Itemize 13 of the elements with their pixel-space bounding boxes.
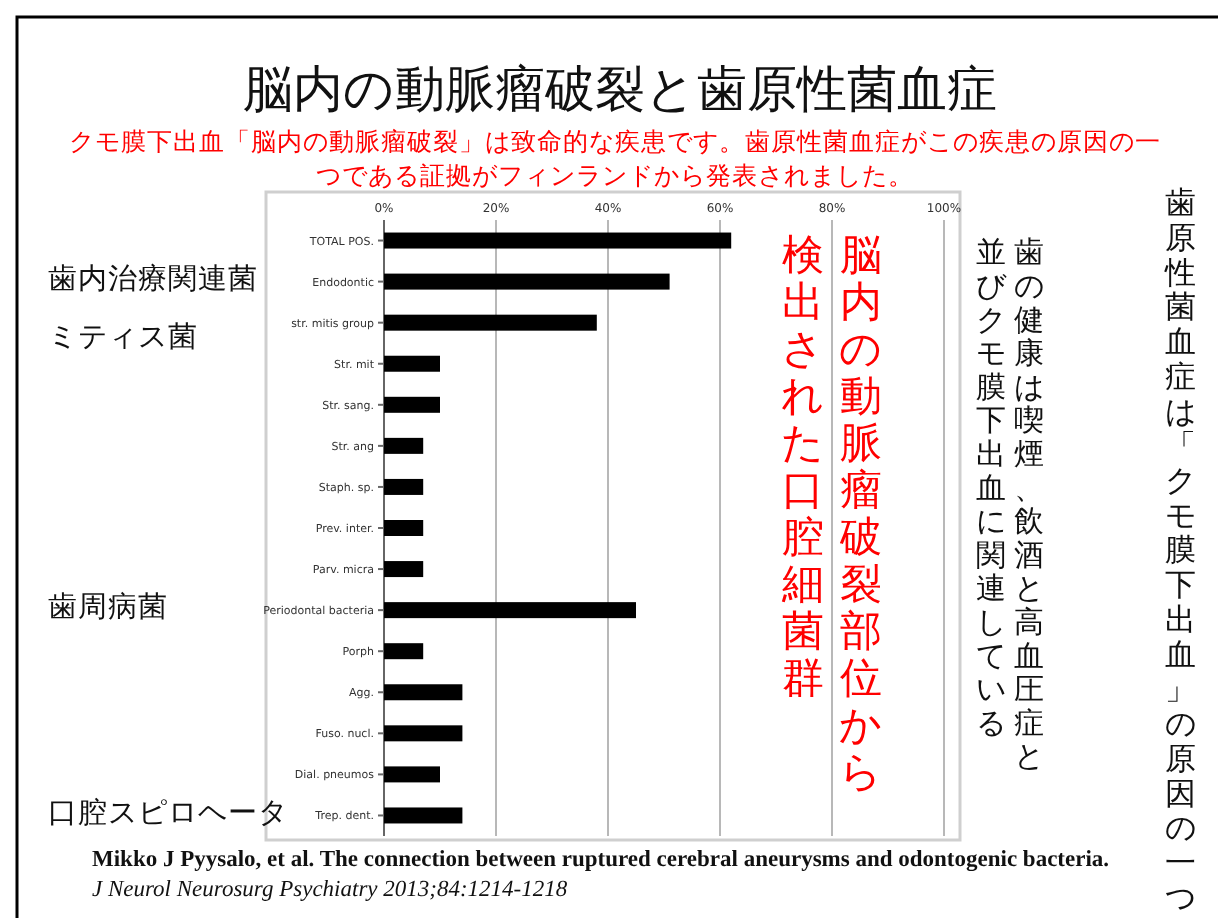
title: 脳内の動脈瘤破裂と歯原性菌血症 bbox=[241, 58, 999, 122]
annotation: Mikko J Pyysalo, et al. The connection between ruptured cerebral aneurysms and odontogenic bacteria. bbox=[92, 848, 1112, 872]
annotation: 検出された口腔細菌群 bbox=[781, 230, 825, 703]
subtitle: クモ膜下出血「脳内の動脈瘤破裂」は致命的な疾患です。歯原性菌血症がこの疾患の原因の一つである証拠がフィンランドから発表されました。 bbox=[67, 124, 1163, 192]
annotation: 歯の健康は喫煙、飲酒と高血圧症と bbox=[1014, 234, 1044, 775]
annotation: J Neurol Neurosurg Psychiatry 2013;84:1214-1218 bbox=[92, 878, 570, 902]
annotation: 歯周病菌 bbox=[48, 590, 168, 627]
annotation: 並びクモ膜下出血に関連している bbox=[976, 234, 1006, 741]
annotation: 歯内治療関連菌 bbox=[48, 261, 258, 298]
annotation: 脳内の動脈瘤破裂部位から bbox=[839, 230, 883, 797]
annotation: 歯原性菌血症は「クモ膜下出血」の原因の一つ bbox=[1164, 185, 1197, 916]
annotation: ミティス菌 bbox=[48, 320, 198, 357]
annotation: 口腔スピロヘータ bbox=[48, 795, 288, 832]
